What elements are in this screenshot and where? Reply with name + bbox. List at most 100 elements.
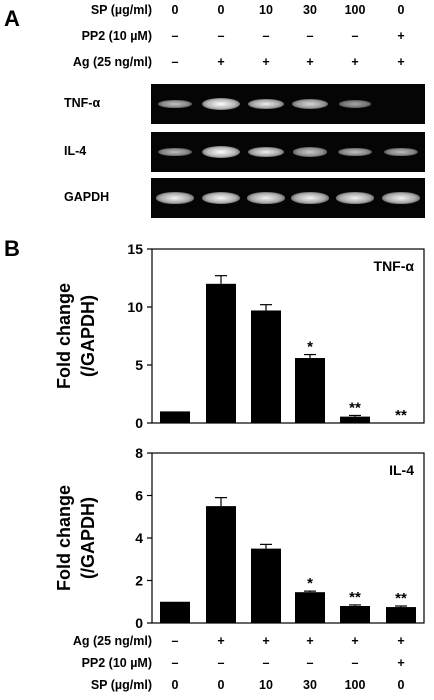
bar <box>251 548 281 623</box>
panel-a-condition-value: + <box>397 55 405 69</box>
panel-b-condition-value: + <box>397 656 405 670</box>
gel-band <box>292 99 328 109</box>
panel-a-condition-value: – <box>171 29 179 43</box>
panel-b-condition-value: 0 <box>171 678 179 692</box>
gel-band <box>338 100 372 108</box>
panel-b-condition-value: 0 <box>397 678 405 692</box>
panel-b-condition-value: – <box>171 634 179 648</box>
panel-a-condition-value: + <box>397 29 405 43</box>
gel-band <box>336 192 374 204</box>
chart-title: IL-4 <box>389 462 414 478</box>
panel-b-condition-value: + <box>262 634 270 648</box>
gel-band <box>202 192 240 204</box>
panel-a-condition-value: 0 <box>217 3 225 17</box>
panel-b-condition-value: – <box>351 656 359 670</box>
panel-a-condition-value: + <box>262 55 270 69</box>
panel-a-condition-value: – <box>351 29 359 43</box>
gel-label: TNF-α <box>64 96 101 110</box>
panel-b-condition-value: 0 <box>217 678 225 692</box>
panel-a-condition-value: – <box>217 29 225 43</box>
y-tick-label: 15 <box>127 241 143 257</box>
gel-label: IL-4 <box>64 144 87 158</box>
y-tick-label: 0 <box>135 415 143 431</box>
panel-b-condition-label: Ag (25 ng/ml) <box>72 634 152 648</box>
panel-a-condition-value: 30 <box>303 3 317 17</box>
panel-b-condition-value: 10 <box>259 678 273 692</box>
y-axis-label: Fold change <box>54 283 74 389</box>
significance-marker: ** <box>395 590 407 607</box>
y-tick-label: 4 <box>135 530 143 546</box>
y-axis-label: (/GAPDH) <box>78 295 98 377</box>
y-tick-label: 8 <box>135 445 143 461</box>
bar <box>206 283 236 423</box>
gel-band <box>158 147 192 157</box>
significance-marker: ** <box>395 407 407 424</box>
bar <box>160 601 190 623</box>
bar <box>386 607 416 623</box>
gel-band <box>202 146 240 158</box>
panel-a-condition-label: PP2 (10 µM) <box>81 29 152 43</box>
plot-frame <box>151 452 425 624</box>
gel-band <box>202 98 240 110</box>
significance-marker: * <box>307 339 313 356</box>
panel-b-condition-value: – <box>171 656 179 670</box>
plot-frame <box>151 248 425 424</box>
gel-band <box>384 147 418 157</box>
panel-a-condition-value: 0 <box>171 3 179 17</box>
gel-band <box>291 192 329 204</box>
panel-b-condition-label: SP (µg/ml) <box>90 678 152 692</box>
panel-b-condition-value: – <box>262 656 270 670</box>
chart-title: TNF-α <box>374 258 415 274</box>
panel-a-condition-value: 0 <box>397 3 405 17</box>
significance-marker: ** <box>349 589 361 606</box>
bar <box>340 416 370 423</box>
gel-band <box>247 98 285 110</box>
panel-b-condition-label: PP2 (10 µM) <box>81 656 152 670</box>
panel-a-condition-value: + <box>306 55 314 69</box>
gel-image <box>151 84 425 124</box>
y-tick-label: 0 <box>135 615 143 631</box>
bar <box>340 606 370 623</box>
panel-b-condition-value: 30 <box>303 678 317 692</box>
gel-band <box>292 147 328 157</box>
panel-a-condition-label: SP (µg/ml) <box>90 3 152 17</box>
y-axis-label: (/GAPDH) <box>78 497 98 579</box>
panel-a-letter: A <box>4 6 20 31</box>
bar <box>160 411 190 423</box>
bar <box>206 506 236 623</box>
y-tick-label: 6 <box>135 488 143 504</box>
gel-band <box>157 99 193 109</box>
panel-b-condition-value: + <box>306 634 314 648</box>
panel-a-condition-value: – <box>306 29 314 43</box>
gel-image <box>151 178 425 218</box>
panel-a-condition-value: 10 <box>259 3 273 17</box>
y-tick-label: 2 <box>135 573 143 589</box>
panel-b-condition-value: + <box>351 634 359 648</box>
bar <box>295 358 325 423</box>
gel-label: GAPDH <box>64 190 110 204</box>
panel-b-condition-value: – <box>306 656 314 670</box>
panel-a-condition-value: – <box>171 55 179 69</box>
panel-a-condition-value: – <box>262 29 270 43</box>
gel-image <box>151 132 425 172</box>
panel-b-condition-value: 100 <box>344 678 366 692</box>
panel-a-condition-value: + <box>351 55 359 69</box>
bar <box>295 592 325 623</box>
significance-marker: ** <box>349 399 361 416</box>
panel-b-letter: B <box>4 236 20 261</box>
panel-b-condition-value: – <box>217 656 225 670</box>
y-tick-label: 10 <box>127 299 143 315</box>
y-tick-label: 5 <box>135 357 143 373</box>
panel-a-condition-value: 100 <box>344 3 366 17</box>
panel-b-condition-value: + <box>217 634 225 648</box>
panel-a-condition-value: + <box>217 55 225 69</box>
significance-marker: * <box>307 575 313 592</box>
panel-a-condition-label: Ag (25 ng/ml) <box>72 55 152 69</box>
y-axis-label: Fold change <box>54 485 74 591</box>
gel-band <box>156 192 194 204</box>
gel-band <box>337 147 373 157</box>
bar <box>251 310 281 423</box>
gel-band <box>247 146 285 158</box>
gel-band <box>247 192 285 204</box>
